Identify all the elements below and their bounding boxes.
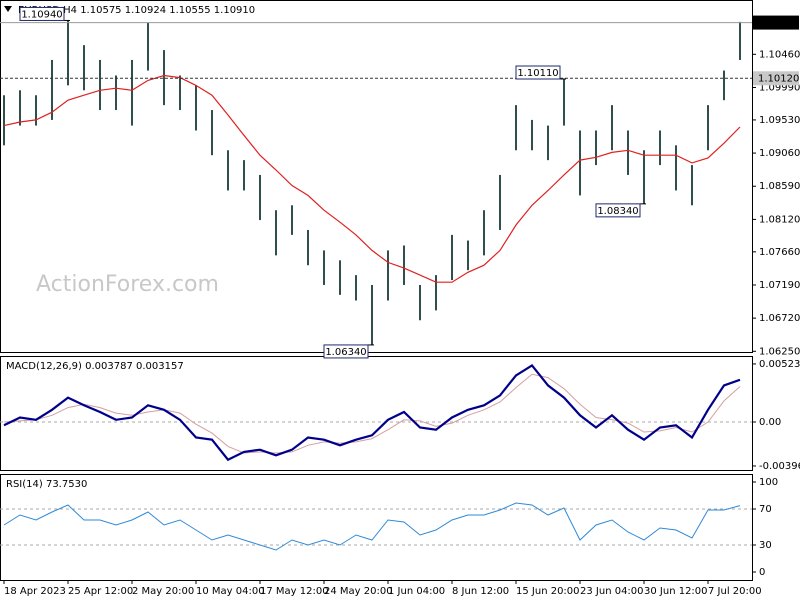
annotation-box xyxy=(19,6,65,21)
price-label: 1.10120 xyxy=(758,73,799,84)
series-line xyxy=(3,74,741,283)
annotation-label: 1.10940 xyxy=(21,9,62,20)
x-tick-label: 7 Jul 20:00 xyxy=(708,586,762,597)
y-tick-label: 70 xyxy=(759,504,772,515)
series-line xyxy=(3,502,741,551)
watermark: ActionForex.com xyxy=(36,272,219,297)
annotation-box xyxy=(595,203,641,218)
annotation-box xyxy=(515,65,561,80)
y-tick-label: 1.09990 xyxy=(759,82,800,93)
y-tick-label: 1.07660 xyxy=(759,247,800,258)
x-tick-label: 18 Apr 2023 xyxy=(4,586,66,597)
y-tick-label: 0.005234 xyxy=(759,359,800,370)
y-tick-label: 0 xyxy=(759,567,765,578)
annotation-label: 1.08340 xyxy=(597,206,638,217)
x-tick-label: 23 Jun 04:00 xyxy=(580,586,644,597)
series-line xyxy=(3,373,741,454)
x-tick-label: 24 May 20:00 xyxy=(324,586,393,597)
chart-title: EURUSD,H4 1.10575 1.10924 1.10555 1.1091… xyxy=(18,5,255,16)
y-tick-label: 0.00 xyxy=(759,417,781,428)
x-tick-label: 1 Jun 04:00 xyxy=(388,586,445,597)
y-tick-label: 1.09530 xyxy=(759,115,800,126)
y-tick-label: 1.06250 xyxy=(759,346,800,357)
annotation-label: 1.06340 xyxy=(325,347,366,358)
x-tick-label: 15 Jun 20:00 xyxy=(516,586,580,597)
x-tick-label: 8 Jun 12:00 xyxy=(452,586,509,597)
price-label-box xyxy=(753,15,799,30)
series-line xyxy=(3,363,741,462)
y-tick-label: 1.10460 xyxy=(759,49,800,60)
price-label-box xyxy=(753,71,799,86)
x-tick-label: 30 Jun 12:00 xyxy=(644,586,708,597)
y-tick-label: 1.08120 xyxy=(759,214,800,225)
rsi-title: RSI(14) 73.7530 xyxy=(6,479,87,490)
macd-title: MACD(12,26,9) 0.003787 0.003157 xyxy=(6,361,184,372)
x-tick-label: 25 Apr 12:00 xyxy=(68,586,133,597)
y-tick-label: 1.06720 xyxy=(759,313,800,324)
x-tick-label: 10 May 04:00 xyxy=(196,586,265,597)
y-tick-label: 1.08590 xyxy=(759,181,800,192)
y-tick-label: 1.07190 xyxy=(759,280,800,291)
x-tick-label: 2 May 20:00 xyxy=(132,586,194,597)
annotation-label: 1.10110 xyxy=(517,68,558,79)
y-tick-label: 100 xyxy=(759,477,778,488)
y-tick-label: 1.09060 xyxy=(759,148,800,159)
y-tick-label: -0.003966 xyxy=(759,461,800,472)
macd-panel xyxy=(0,356,753,471)
price-label: 1.10910 xyxy=(758,18,799,29)
menu-arrow xyxy=(4,6,12,12)
annotation-box xyxy=(323,344,369,359)
x-tick-label: 17 May 12:00 xyxy=(260,586,329,597)
y-tick-label: 30 xyxy=(759,540,772,551)
price-panel xyxy=(0,0,753,353)
rsi-panel xyxy=(0,474,753,581)
